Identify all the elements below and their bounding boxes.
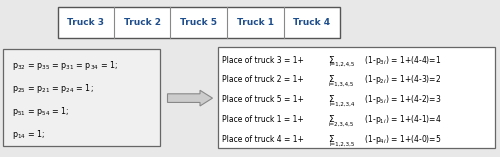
Text: (1-p$_{1i}$) = 1+(4-1)=4: (1-p$_{1i}$) = 1+(4-1)=4: [362, 113, 442, 126]
Text: p$_{25}$ = p$_{21}$ = p$_{24}$ = 1;: p$_{25}$ = p$_{21}$ = p$_{24}$ = 1;: [12, 82, 93, 95]
Text: i=1,2,4,5: i=1,2,4,5: [329, 62, 354, 67]
Text: Truck 2: Truck 2: [124, 18, 161, 27]
Text: Place of truck 3 = 1+: Place of truck 3 = 1+: [222, 56, 304, 65]
Text: Σ: Σ: [328, 95, 334, 104]
Bar: [218, 47, 495, 148]
Text: p$_{51}$ = p$_{54}$ = 1;: p$_{51}$ = p$_{54}$ = 1;: [12, 105, 69, 118]
Bar: [2, 49, 160, 146]
Text: Truck 5: Truck 5: [180, 18, 217, 27]
Text: Place of truck 2 = 1+: Place of truck 2 = 1+: [222, 75, 304, 84]
Text: p$_{14}$ = 1;: p$_{14}$ = 1;: [12, 128, 44, 141]
Text: i=1,2,3,4: i=1,2,3,4: [329, 102, 354, 107]
Text: i=1,2,3,5: i=1,2,3,5: [329, 141, 354, 146]
FancyArrow shape: [168, 90, 212, 106]
Text: Σ: Σ: [328, 135, 334, 144]
Text: Place of truck 4 = 1+: Place of truck 4 = 1+: [222, 135, 304, 144]
Text: Truck 1: Truck 1: [237, 18, 274, 27]
Text: Σ: Σ: [328, 75, 334, 84]
Text: Place of truck 1 = 1+: Place of truck 1 = 1+: [222, 115, 304, 124]
Text: p$_{32}$ = p$_{35}$ = p$_{31}$ = p$_{34}$ = 1;: p$_{32}$ = p$_{35}$ = p$_{31}$ = p$_{34}…: [12, 59, 118, 72]
Text: Truck 4: Truck 4: [293, 18, 331, 27]
Text: Place of truck 5 = 1+: Place of truck 5 = 1+: [222, 95, 304, 104]
Text: i=2,3,4,5: i=2,3,4,5: [329, 122, 354, 127]
Text: (1-p$_{2i}$) = 1+(4-3)=2: (1-p$_{2i}$) = 1+(4-3)=2: [362, 73, 441, 86]
Text: (1-p$_{4i}$) = 1+(4-0)=5: (1-p$_{4i}$) = 1+(4-0)=5: [362, 133, 442, 146]
Text: i=1,3,4,5: i=1,3,4,5: [329, 82, 354, 87]
Text: (1-p$_{3i}$) = 1+(4-4)=1: (1-p$_{3i}$) = 1+(4-4)=1: [362, 54, 442, 67]
Bar: [58, 7, 340, 38]
Text: Σ: Σ: [328, 115, 334, 124]
Text: (1-p$_{5i}$) = 1+(4-2)=3: (1-p$_{5i}$) = 1+(4-2)=3: [362, 93, 442, 106]
Text: Σ: Σ: [328, 56, 334, 65]
Text: Truck 3: Truck 3: [67, 18, 104, 27]
